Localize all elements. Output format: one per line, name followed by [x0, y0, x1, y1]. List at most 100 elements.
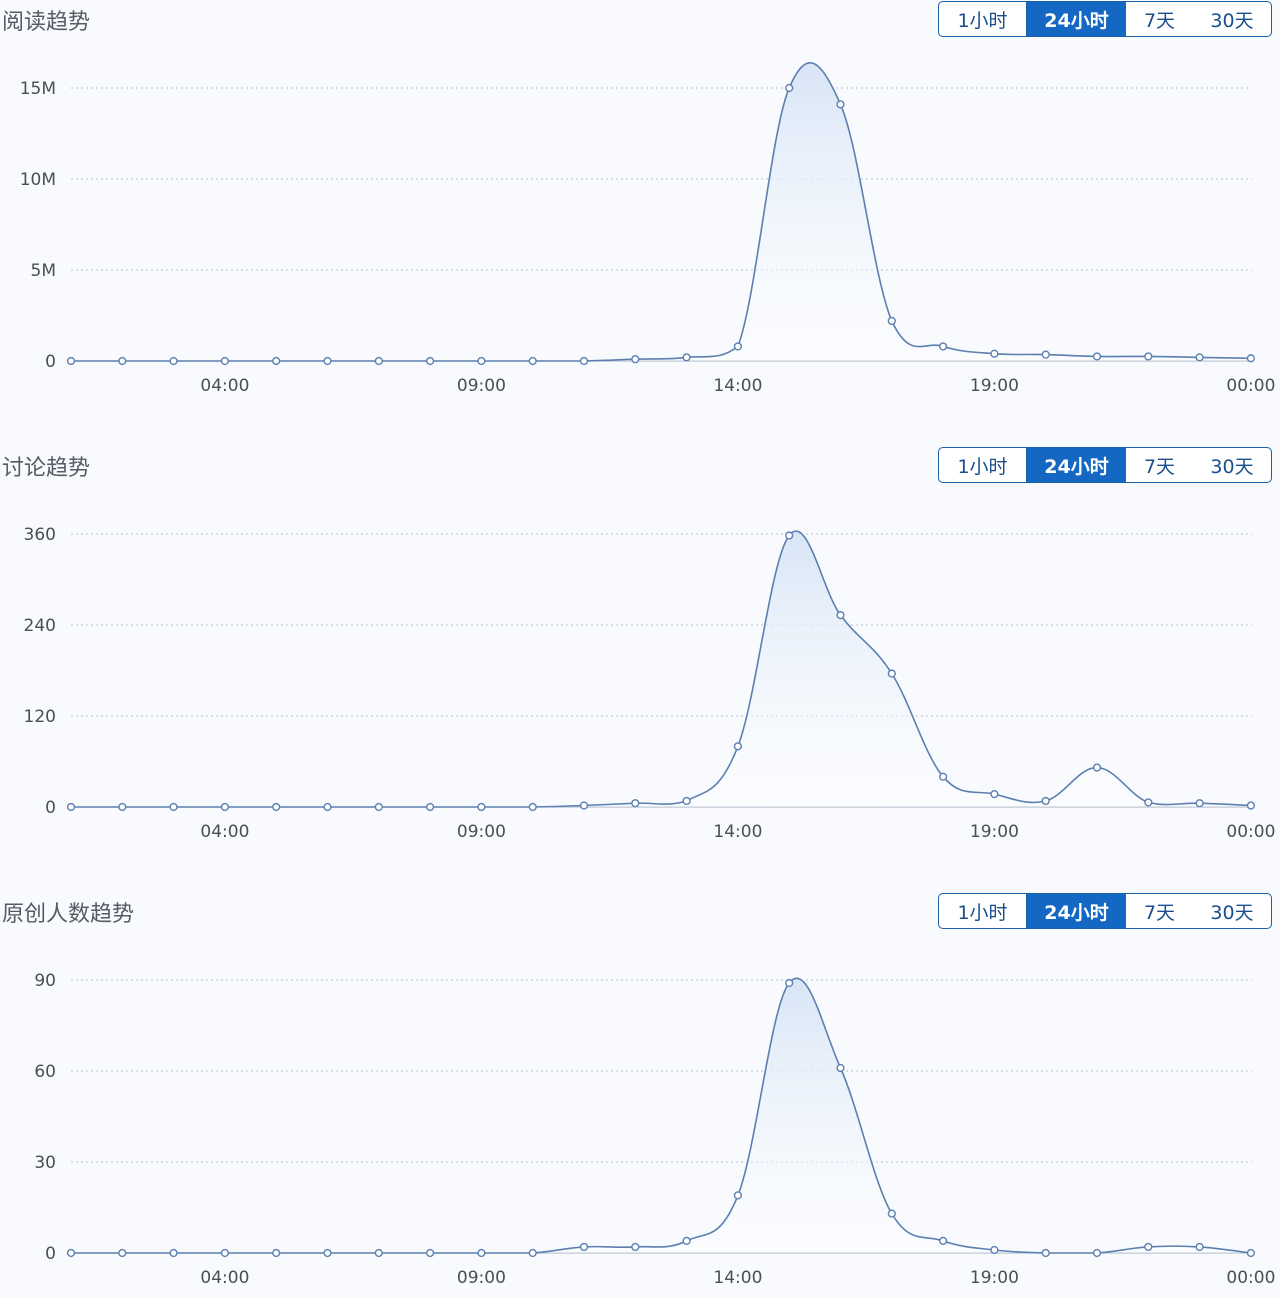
data-point — [631, 1242, 640, 1252]
y-tick-label: 360 — [24, 525, 56, 545]
x-tick-label: 00:00 — [1226, 1268, 1275, 1288]
y-tick-label: 0 — [45, 352, 56, 372]
data-point — [1195, 353, 1204, 362]
range-7d-button[interactable]: 7天 — [1143, 901, 1176, 924]
data-point — [374, 356, 383, 366]
x-tick-label: 09:00 — [457, 376, 506, 396]
data-point — [66, 356, 76, 366]
data-point — [1144, 352, 1153, 361]
y-tick-label: 15M — [20, 79, 56, 99]
data-point — [169, 356, 178, 366]
data-point — [938, 342, 948, 351]
y-tick-label: 5M — [31, 261, 56, 281]
data-point — [1246, 354, 1256, 363]
series-line — [71, 62, 1251, 362]
data-point — [66, 1248, 76, 1258]
data-point — [220, 1248, 230, 1258]
x-tick-label: 09:00 — [457, 822, 506, 842]
data-point — [528, 802, 537, 812]
data-point — [579, 1242, 589, 1252]
x-tick-label: 14:00 — [713, 822, 762, 842]
data-point — [938, 1236, 948, 1245]
data-point — [426, 1248, 435, 1258]
data-point — [118, 802, 127, 812]
data-point — [785, 978, 794, 988]
data-point — [836, 1063, 845, 1073]
data-point — [220, 356, 230, 366]
x-tick-label: 00:00 — [1226, 376, 1275, 396]
data-point — [374, 802, 383, 812]
series-line — [71, 977, 1251, 1254]
range-24h-button[interactable]: 24小时 — [1027, 448, 1126, 482]
data-point — [938, 772, 948, 781]
data-point — [528, 356, 537, 366]
data-point — [323, 356, 332, 366]
data-point — [528, 1248, 537, 1258]
time-range-selector: 1小时 24小时 7天 30天 — [938, 1, 1272, 37]
y-tick-label: 0 — [45, 1244, 56, 1264]
data-point — [836, 611, 845, 620]
data-point — [118, 1248, 127, 1258]
range-24h-button[interactable]: 24小时 — [1027, 894, 1126, 928]
data-point — [887, 1209, 896, 1218]
data-point — [682, 353, 691, 362]
range-7d-button[interactable]: 7天 — [1143, 455, 1176, 478]
x-tick-label: 14:00 — [713, 376, 762, 396]
x-tick-label: 19:00 — [970, 1268, 1019, 1288]
original-authors-trend-panel: 原创人数趋势 1小时 24小时 7天 30天 0 30 60 90 04:00 09:00… — [0, 892, 1280, 1298]
data-point — [169, 1248, 178, 1258]
data-point — [579, 801, 589, 810]
range-1h-button[interactable]: 1小时 — [939, 894, 1027, 928]
data-point — [836, 100, 845, 109]
data-point — [374, 1248, 383, 1258]
data-point — [169, 802, 178, 812]
data-point — [1144, 1242, 1153, 1252]
data-point — [272, 356, 281, 366]
data-point — [682, 796, 691, 806]
data-point — [733, 342, 743, 351]
data-point — [220, 802, 230, 812]
x-tick-label: 19:00 — [970, 376, 1019, 396]
data-point — [1246, 801, 1256, 810]
panel-title: 讨论趋势 — [2, 456, 91, 481]
range-30d-button[interactable]: 30天 — [1210, 455, 1254, 478]
y-tick-label: 60 — [34, 1062, 56, 1082]
y-tick-label: 120 — [24, 707, 56, 727]
data-point — [733, 1191, 743, 1200]
data-point — [272, 1248, 281, 1258]
range-7d-button[interactable]: 7天 — [1143, 9, 1176, 32]
panel-title: 阅读趋势 — [2, 10, 91, 35]
data-point — [785, 83, 794, 93]
range-30d-button[interactable]: 30天 — [1210, 901, 1254, 924]
data-point — [990, 790, 999, 799]
data-point — [631, 355, 640, 364]
data-point — [323, 1248, 332, 1258]
data-point — [1092, 763, 1102, 772]
data-point — [785, 531, 794, 540]
x-tick-label: 09:00 — [457, 1268, 506, 1288]
data-point — [477, 1248, 486, 1258]
data-point — [1246, 1248, 1256, 1258]
y-tick-label: 240 — [24, 616, 56, 636]
range-1h-button[interactable]: 1小时 — [939, 2, 1027, 36]
x-tick-label: 04:00 — [200, 376, 249, 396]
data-point — [426, 802, 435, 812]
reading-trend-panel: 阅读趋势 1小时 24小时 7天 30天 0 5M 10M 15M 04:00 09:00… — [0, 0, 1280, 432]
data-point — [477, 356, 486, 366]
data-point — [1092, 352, 1102, 361]
data-point — [631, 799, 640, 808]
series-line — [71, 530, 1251, 808]
y-tick-label: 10M — [20, 170, 56, 190]
data-point — [990, 1245, 999, 1255]
time-range-selector: 1小时 24小时 7天 30天 — [938, 893, 1272, 929]
data-point — [1195, 799, 1204, 808]
range-1h-button[interactable]: 1小时 — [939, 448, 1027, 482]
series-area — [71, 978, 1251, 1253]
x-tick-label: 00:00 — [1226, 822, 1275, 842]
range-30d-button[interactable]: 30天 — [1210, 9, 1254, 32]
data-point — [426, 356, 435, 366]
x-tick-label: 19:00 — [970, 822, 1019, 842]
y-tick-label: 0 — [45, 798, 56, 818]
range-24h-button[interactable]: 24小时 — [1027, 2, 1126, 36]
original-authors-trend-chart: 0 30 60 90 04:00 09:00 14:00 19:00 00:00 — [34, 971, 1275, 1288]
